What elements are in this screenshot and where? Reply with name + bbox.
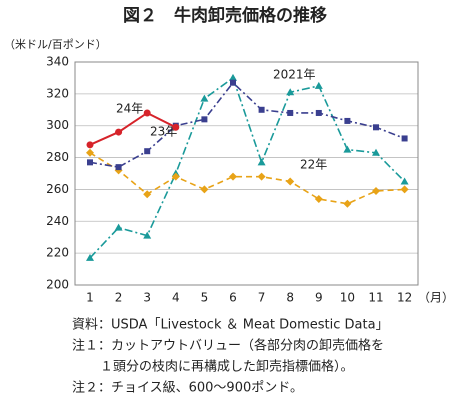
y-tick-label: 240 bbox=[46, 214, 69, 228]
x-tick-label: 8 bbox=[286, 291, 294, 305]
x-tick-label: 12 bbox=[397, 291, 412, 305]
y-tick-label: 200 bbox=[46, 278, 69, 292]
point bbox=[314, 81, 323, 89]
point bbox=[201, 116, 208, 123]
x-tick-label: 6 bbox=[229, 291, 237, 305]
series-line bbox=[89, 76, 406, 259]
chart-title: 図２ 牛肉卸売価格の推移 bbox=[123, 5, 327, 26]
series-label: 24年 bbox=[116, 102, 143, 116]
point bbox=[286, 88, 295, 96]
point bbox=[200, 94, 209, 102]
point bbox=[230, 79, 236, 86]
point bbox=[314, 194, 323, 203]
note: １頭分の枝肉に再構成した卸売指標価格）。 bbox=[100, 359, 354, 375]
series-label: 2021年 bbox=[273, 68, 316, 82]
point bbox=[400, 185, 409, 194]
series-label: 22年 bbox=[300, 158, 327, 172]
point bbox=[143, 109, 151, 117]
point bbox=[115, 164, 122, 171]
point bbox=[315, 109, 322, 116]
point bbox=[172, 123, 180, 131]
point bbox=[86, 253, 94, 261]
note: 資料：USDA「Livestock ＆ Meat Domestic Data」 bbox=[72, 318, 389, 333]
point bbox=[343, 145, 352, 153]
x-tick-label: 11 bbox=[368, 291, 383, 305]
point bbox=[286, 177, 295, 186]
series-line bbox=[89, 81, 405, 168]
point bbox=[86, 148, 94, 157]
point bbox=[287, 109, 294, 116]
plot-frame bbox=[74, 61, 419, 286]
point bbox=[86, 141, 94, 149]
point bbox=[171, 172, 180, 181]
point bbox=[143, 190, 152, 199]
note: 注２：チョイス級、600〜900ポンド。 bbox=[72, 381, 303, 396]
y-axis-label: （米ドル/百ポンド） bbox=[4, 38, 107, 51]
x-tick-label: 1 bbox=[86, 291, 94, 305]
point bbox=[229, 73, 237, 81]
point bbox=[144, 148, 151, 155]
x-axis-label: （月） bbox=[418, 291, 450, 305]
point bbox=[87, 159, 93, 166]
note: 注１：カットアウトバリュー（各部分肉の卸売価格を bbox=[72, 338, 384, 354]
point bbox=[372, 187, 380, 196]
y-tick-label: 280 bbox=[46, 150, 69, 164]
point bbox=[258, 106, 265, 113]
point bbox=[143, 231, 152, 239]
series-label: 23年 bbox=[150, 125, 177, 139]
point bbox=[372, 148, 380, 156]
x-tick-label: 5 bbox=[201, 291, 209, 305]
series-line bbox=[89, 111, 177, 146]
x-tick-label: 7 bbox=[258, 291, 266, 305]
point bbox=[257, 172, 266, 181]
point bbox=[373, 124, 379, 131]
point bbox=[257, 158, 266, 166]
y-tick-label: 300 bbox=[46, 118, 69, 132]
y-tick-label: 260 bbox=[46, 182, 69, 196]
point bbox=[114, 223, 123, 231]
point bbox=[401, 135, 408, 142]
point bbox=[343, 199, 352, 208]
x-tick-label: 3 bbox=[143, 291, 151, 305]
point bbox=[200, 185, 209, 194]
x-tick-label: 9 bbox=[315, 291, 323, 305]
x-tick-label: 4 bbox=[172, 291, 180, 305]
point bbox=[400, 177, 409, 185]
y-tick-label: 320 bbox=[46, 86, 69, 100]
series-line bbox=[89, 152, 405, 205]
x-tick-label: 2 bbox=[115, 291, 123, 305]
y-tick-label: 220 bbox=[46, 246, 69, 260]
point bbox=[229, 172, 237, 181]
point bbox=[344, 117, 351, 124]
x-tick-label: 10 bbox=[340, 291, 355, 305]
y-tick-label: 340 bbox=[46, 55, 69, 69]
point bbox=[115, 128, 123, 136]
